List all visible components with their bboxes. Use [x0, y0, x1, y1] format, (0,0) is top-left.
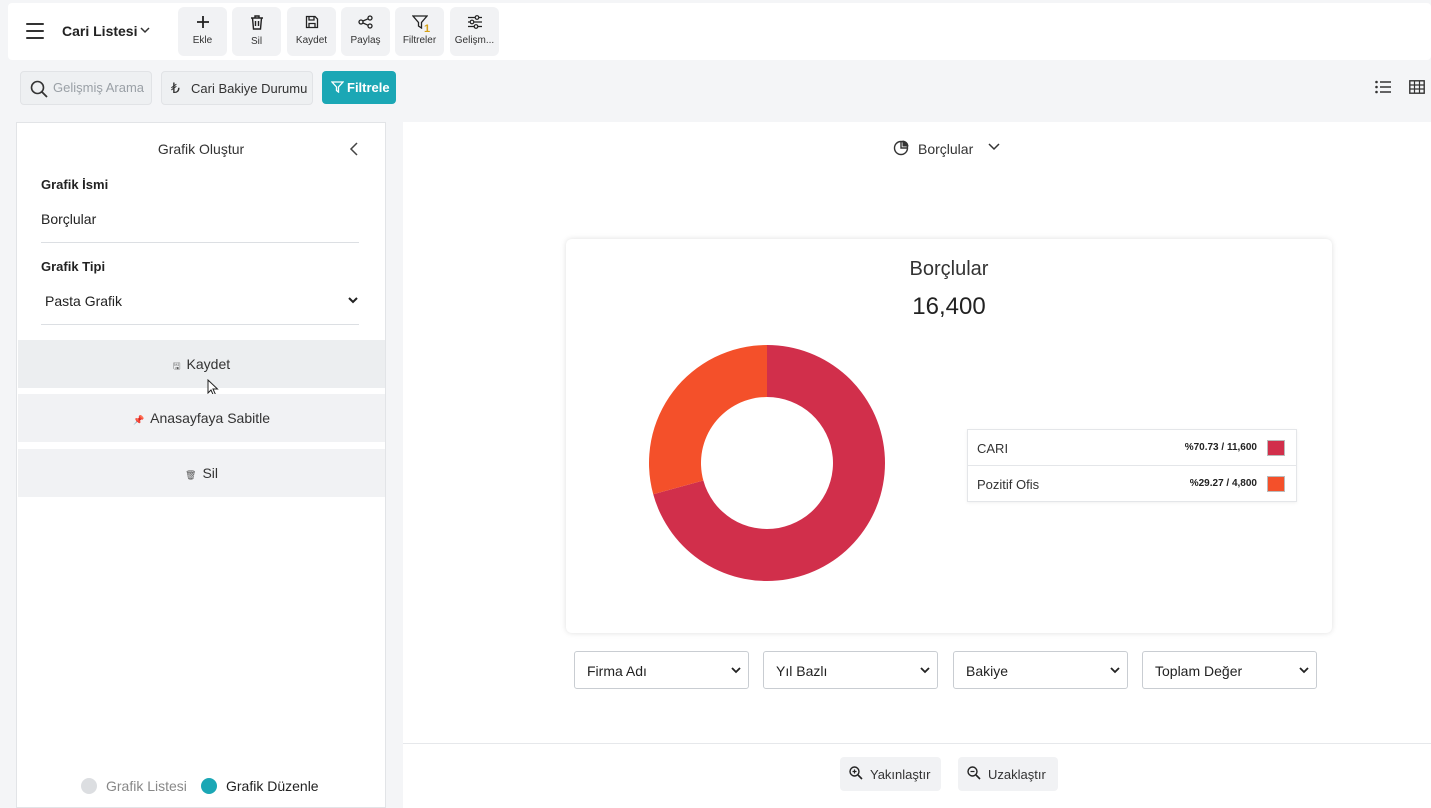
period-select[interactable]: Yıl Bazlı	[763, 651, 938, 689]
filter-icon	[331, 81, 344, 93]
save-chart-label: Kaydet	[186, 356, 231, 372]
zoom-in-label: Yakınlaştır	[870, 767, 931, 782]
chevron-down-icon[interactable]	[140, 25, 150, 35]
panel-title: Grafik Oluştur	[157, 141, 245, 157]
save-icon	[305, 15, 318, 29]
legend-name: Pozitif Ofis	[977, 477, 1040, 492]
cari-bakiye-durumu-label: Cari Bakiye Durumu	[191, 81, 308, 96]
page-title[interactable]: Cari Listesi	[62, 23, 138, 39]
add-label: Ekle	[192, 35, 213, 46]
legend-swatch	[1267, 440, 1285, 456]
chart-title: Borçlular	[909, 258, 989, 280]
chevron-down-icon	[1110, 667, 1120, 674]
hamburger-menu-icon[interactable]	[26, 23, 44, 39]
chart-total: 16,400	[912, 293, 986, 320]
chart-builder-panel: Grafik Oluştur Grafik İsmi Borçlular Gra…	[16, 122, 386, 808]
divider	[403, 743, 1431, 744]
measure-value: Bakiye	[966, 663, 1009, 679]
chart-list-label[interactable]: Grafik Listesi	[106, 778, 187, 794]
donut-chart	[649, 345, 885, 581]
legend-name: CARI	[977, 441, 1009, 456]
zoom-in-button[interactable]: Yakınlaştır	[840, 757, 941, 791]
advanced-search[interactable]	[20, 71, 152, 105]
share-button[interactable]: Paylaş	[341, 7, 390, 56]
search-icon	[30, 80, 48, 98]
legend-value: %29.27 / 4,800	[1189, 478, 1257, 489]
chevron-down-icon[interactable]	[348, 296, 358, 304]
pin-icon: 📌	[132, 415, 145, 425]
filter-button-label: Filtrele	[347, 80, 390, 95]
group-by-select[interactable]: Firma Adı	[574, 651, 749, 689]
measure-select[interactable]: Bakiye	[953, 651, 1128, 689]
trash-icon: 🗑	[185, 470, 197, 480]
pie-slice-cari[interactable]	[653, 345, 885, 581]
table-view-icon[interactable]	[1409, 80, 1425, 94]
save-chart-button[interactable]: 🖫 Kaydet	[18, 340, 385, 388]
delete-label: Sil	[250, 36, 263, 47]
share-label: Paylaş	[350, 35, 381, 46]
zoom-out-icon	[967, 766, 981, 780]
delete-chart-label: Sil	[202, 465, 218, 481]
pin-label: Anasayfaya Sabitle	[150, 410, 271, 426]
zoom-in-icon	[849, 766, 863, 780]
advanced-search-input[interactable]	[53, 80, 149, 95]
chart-type-select[interactable]: Pasta Grafik	[45, 293, 123, 309]
divider	[41, 324, 359, 325]
delete-button[interactable]: Sil	[232, 7, 281, 56]
chart-edit-radio[interactable]	[201, 778, 217, 794]
chevron-down-icon	[1299, 667, 1309, 674]
period-value: Yıl Bazlı	[776, 663, 828, 679]
chart-legend: CARI %70.73 / 11,600 Pozitif Ofis %29.27…	[967, 429, 1297, 502]
chart-selector-label: Borçlular	[918, 141, 974, 157]
filter-button[interactable]: Filtrele	[322, 71, 396, 104]
chart-view-area: Borçlular Borçlular 16,400 CARI %70.73 /…	[403, 122, 1431, 808]
zoom-out-button[interactable]: Uzaklaştır	[958, 757, 1058, 791]
chevron-down-icon	[920, 667, 930, 674]
legend-value: %70.73 / 11,600	[1184, 442, 1257, 453]
chart-card: Borçlular 16,400 CARI %70.73 / 11,600 Po…	[566, 239, 1332, 633]
save-label: Kaydet	[295, 35, 328, 46]
chart-name-input[interactable]: Borçlular	[41, 211, 97, 227]
filters-label: Filtreler	[402, 35, 437, 46]
filter-count-badge: 1	[424, 23, 431, 35]
list-view-icon[interactable]	[1375, 80, 1391, 94]
aggregate-value: Toplam Değer	[1155, 663, 1243, 679]
aggregate-select[interactable]: Toplam Değer	[1142, 651, 1317, 689]
trash-icon	[250, 15, 263, 30]
divider	[41, 242, 359, 243]
save-icon: 🖫	[172, 361, 181, 371]
cari-bakiye-durumu-button[interactable]: ₺ Cari Bakiye Durumu	[161, 71, 313, 105]
group-by-value: Firma Adı	[587, 663, 647, 679]
pie-slice-pozitif-ofis[interactable]	[649, 345, 767, 495]
filter-icon	[411, 15, 428, 30]
chart-type-label: Grafik Tipi	[41, 259, 106, 274]
legend-item: Pozitif Ofis %29.27 / 4,800	[968, 466, 1296, 502]
filters-button[interactable]: 1 Filtreler	[395, 7, 444, 56]
chart-edit-label[interactable]: Grafik Düzenle	[226, 778, 319, 794]
chevron-left-icon[interactable]	[348, 142, 360, 156]
advanced-label: Gelişm...	[454, 35, 495, 46]
add-button[interactable]: Ekle	[178, 7, 227, 56]
chart-list-radio[interactable]	[81, 778, 97, 794]
chevron-down-icon	[988, 143, 1000, 151]
chevron-down-icon	[731, 667, 741, 674]
top-toolbar: Cari Listesi Ekle Sil Kaydet Paylaş 1 Fi…	[8, 3, 1431, 60]
share-icon	[358, 15, 373, 29]
save-button[interactable]: Kaydet	[287, 7, 336, 56]
delete-chart-button[interactable]: 🗑 Sil	[18, 449, 385, 497]
plus-icon	[196, 16, 209, 28]
pie-chart-icon	[893, 140, 909, 156]
pin-to-homepage-button[interactable]: 📌 Anasayfaya Sabitle	[18, 394, 385, 442]
lira-icon: ₺	[171, 80, 180, 96]
legend-swatch	[1267, 476, 1285, 492]
advanced-button[interactable]: Gelişm...	[450, 7, 499, 56]
chart-name-label: Grafik İsmi	[41, 177, 109, 192]
legend-item: CARI %70.73 / 11,600	[968, 430, 1296, 466]
zoom-out-label: Uzaklaştır	[988, 767, 1046, 782]
sliders-icon	[467, 15, 482, 29]
